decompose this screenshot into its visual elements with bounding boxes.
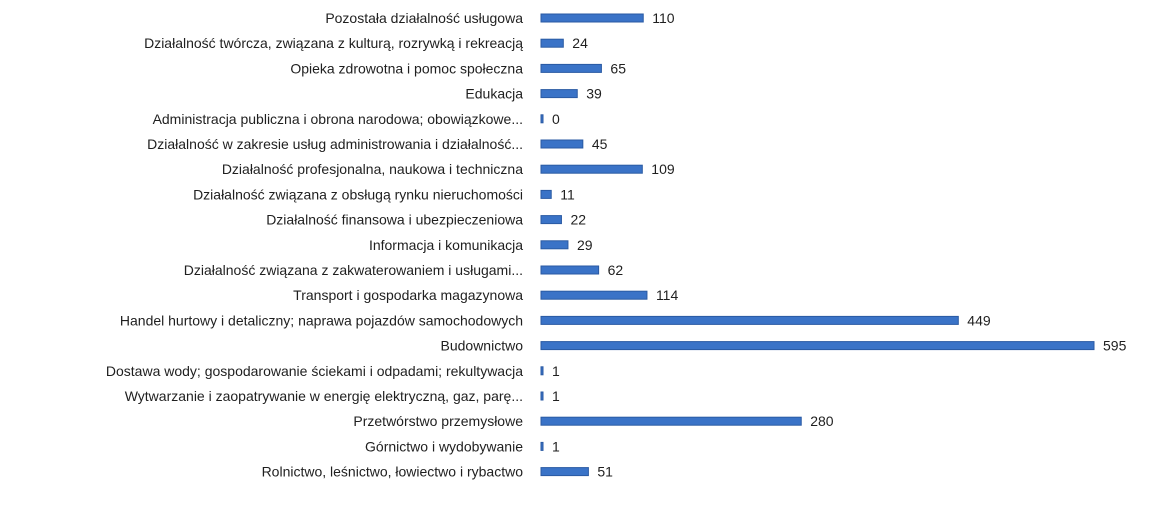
value-label: 45 xyxy=(592,136,608,152)
bar xyxy=(540,391,544,401)
value-label: 0 xyxy=(552,111,560,127)
value-label: 11 xyxy=(560,186,575,202)
value-label: 109 xyxy=(651,161,675,177)
value-label: 595 xyxy=(1103,338,1127,354)
category-label: Handel hurtowy i detaliczny; naprawa poj… xyxy=(120,312,523,328)
bar xyxy=(540,441,544,451)
bar xyxy=(540,164,643,174)
value-label: 22 xyxy=(570,212,586,228)
bar xyxy=(540,240,569,250)
value-label: 39 xyxy=(586,86,602,102)
value-label: 280 xyxy=(810,413,834,429)
bar xyxy=(540,13,644,23)
category-label: Edukacja xyxy=(465,86,523,102)
category-label: Budownictwo xyxy=(441,338,524,354)
value-label: 65 xyxy=(610,60,626,76)
bar xyxy=(540,265,600,275)
category-label: Pozostała działalność usługowa xyxy=(325,10,523,26)
bar xyxy=(540,139,584,149)
category-labels: Pozostała działalność usługowa Działalnoś… xyxy=(106,10,523,480)
category-label: Administracja publiczna i obrona narodow… xyxy=(153,111,523,127)
bar xyxy=(540,215,562,225)
category-label: Działalność profesjonalna, naukowa i tec… xyxy=(222,161,523,177)
value-label: 1 xyxy=(552,438,560,454)
category-label: Informacja i komunikacja xyxy=(369,237,523,253)
category-label: Działalność związana z obsługą rynku nie… xyxy=(193,186,523,202)
bar xyxy=(540,366,544,376)
value-label: 110 xyxy=(652,10,675,26)
category-label: Działalność w zakresie usług administrow… xyxy=(147,136,523,152)
bar xyxy=(540,315,959,325)
category-label: Działalność finansowa i ubezpieczeniowa xyxy=(266,212,523,228)
category-label: Górnictwo i wydobywanie xyxy=(365,438,523,454)
category-label: Przetwórstwo przemysłowe xyxy=(353,413,523,429)
bar xyxy=(540,89,578,99)
bars-layer xyxy=(540,13,1095,477)
bar xyxy=(540,38,564,48)
bar xyxy=(540,467,589,477)
category-label: Transport i gospodarka magazynowa xyxy=(293,287,523,303)
category-label: Dostawa wody; gospodarowanie ściekami i … xyxy=(106,363,523,379)
value-label: 29 xyxy=(577,237,593,253)
value-label: 449 xyxy=(967,312,991,328)
bar xyxy=(540,114,544,124)
category-label: Działalność twórcza, związana z kulturą,… xyxy=(144,35,523,51)
bar xyxy=(540,189,552,199)
value-label: 1 xyxy=(552,363,560,379)
value-label: 114 xyxy=(656,287,679,303)
bar xyxy=(540,63,602,73)
value-label: 51 xyxy=(597,464,613,480)
value-label: 62 xyxy=(608,262,624,278)
category-label: Działalność związana z zakwaterowaniem i… xyxy=(184,262,523,278)
category-label: Wytwarzanie i zaopatrywanie w energię el… xyxy=(125,388,523,404)
bar xyxy=(540,290,648,300)
category-label: Rolnictwo, leśnictwo, łowiectwo i rybact… xyxy=(262,464,524,480)
value-label: 1 xyxy=(552,388,560,404)
value-label: 24 xyxy=(572,35,588,51)
category-label: Opieka zdrowotna i pomoc społeczna xyxy=(290,60,523,76)
bar xyxy=(540,416,802,426)
bar xyxy=(540,341,1095,351)
